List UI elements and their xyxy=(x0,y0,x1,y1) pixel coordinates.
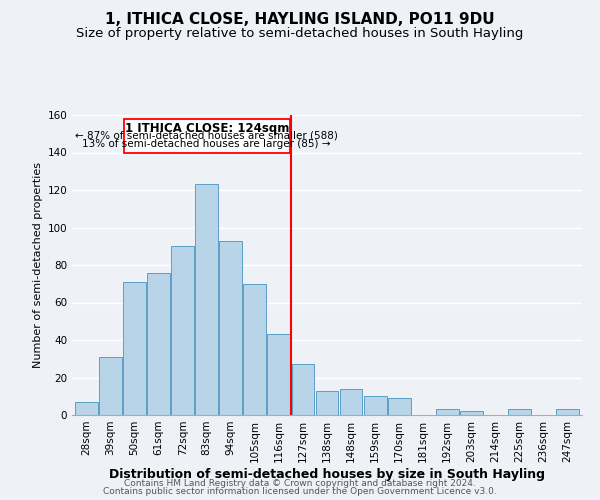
Bar xyxy=(292,364,314,415)
Text: Contains public sector information licensed under the Open Government Licence v3: Contains public sector information licen… xyxy=(103,487,497,496)
Bar xyxy=(316,390,338,415)
Y-axis label: Number of semi-detached properties: Number of semi-detached properties xyxy=(33,162,43,368)
Bar xyxy=(268,334,290,415)
Text: 13% of semi-detached houses are larger (85) →: 13% of semi-detached houses are larger (… xyxy=(82,140,331,149)
Bar xyxy=(99,357,122,415)
Text: 1, ITHICA CLOSE, HAYLING ISLAND, PO11 9DU: 1, ITHICA CLOSE, HAYLING ISLAND, PO11 9D… xyxy=(105,12,495,28)
Bar xyxy=(195,184,218,415)
FancyBboxPatch shape xyxy=(124,118,290,152)
Bar xyxy=(244,284,266,415)
Bar xyxy=(220,240,242,415)
Bar xyxy=(556,410,579,415)
Bar xyxy=(388,398,410,415)
Bar xyxy=(508,410,531,415)
Text: ← 87% of semi-detached houses are smaller (588): ← 87% of semi-detached houses are smalle… xyxy=(75,131,338,141)
Text: 1 ITHICA CLOSE: 124sqm: 1 ITHICA CLOSE: 124sqm xyxy=(125,122,289,134)
X-axis label: Distribution of semi-detached houses by size in South Hayling: Distribution of semi-detached houses by … xyxy=(109,468,545,480)
Bar xyxy=(436,410,459,415)
Bar xyxy=(147,272,170,415)
Bar xyxy=(75,402,98,415)
Bar xyxy=(460,411,483,415)
Text: Contains HM Land Registry data © Crown copyright and database right 2024.: Contains HM Land Registry data © Crown c… xyxy=(124,478,476,488)
Text: Size of property relative to semi-detached houses in South Hayling: Size of property relative to semi-detach… xyxy=(76,28,524,40)
Bar xyxy=(364,396,386,415)
Bar xyxy=(123,282,146,415)
Bar xyxy=(340,389,362,415)
Bar xyxy=(171,246,194,415)
